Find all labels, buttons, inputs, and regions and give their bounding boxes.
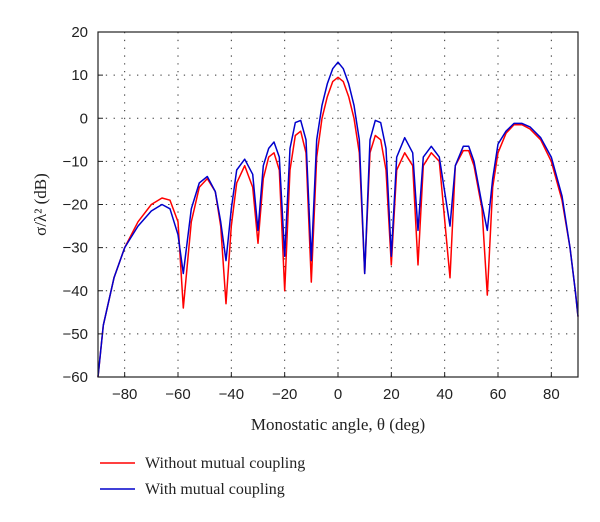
x-tick-label: −20 [272,386,297,403]
x-tick-label: 0 [334,386,342,403]
y-tick-label: 10 [71,67,88,84]
x-ticks: −80 −60 −40 −20 0 20 40 60 80 [112,372,560,403]
x-axis-label: Monostatic angle, θ (deg) [251,415,425,434]
legend-label-2: With mutual coupling [145,481,285,498]
series-line-1 [97,76,579,378]
series-line-2 [97,61,579,378]
y-tick-label: −40 [63,283,88,300]
series-group [97,61,579,378]
y-tick-label: −20 [63,197,88,214]
x-tick-label: 40 [436,386,453,403]
x-tick-label: −40 [219,386,244,403]
legend: Without mutual coupling With mutual coupl… [100,455,305,498]
y-tick-label: −30 [63,240,88,257]
x-tick-label: 20 [383,386,400,403]
y-tick-label: −50 [63,326,88,343]
y-ticks: −60 −50 −40 −30 −20 −10 0 10 20 [63,24,103,386]
x-tick-label: −80 [112,386,137,403]
grid [98,31,578,378]
y-tick-label: −60 [63,369,88,386]
legend-label-1: Without mutual coupling [145,455,305,472]
x-tick-label: 80 [543,386,560,403]
y-axis-label: σ/λ² (dB) [31,173,50,236]
y-tick-label: −10 [63,153,88,170]
x-tick-label: 60 [490,386,507,403]
x-tick-label: −60 [165,386,190,403]
y-tick-label: 0 [80,110,88,127]
y-tick-label: 20 [71,24,88,41]
